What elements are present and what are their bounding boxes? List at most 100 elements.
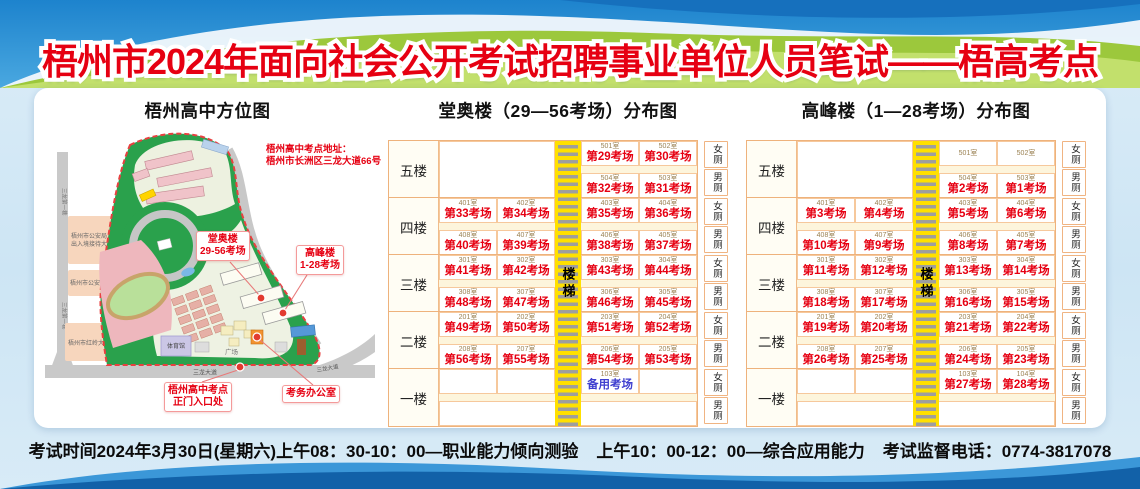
toilet-cell: 女厕: [704, 312, 728, 339]
room-number: 302室: [874, 257, 894, 264]
room-cell: 304室 第44考场: [639, 255, 697, 280]
gym-label: 体育馆: [167, 342, 185, 350]
room-number: 201室: [458, 314, 478, 321]
room-cell: 202室 第50考场: [497, 312, 555, 337]
gaofeng-title: 高峰楼（1—28考场）分布图: [801, 101, 1031, 121]
room-number: 502室: [658, 143, 678, 150]
banner-green-hill-light: [0, 47, 1140, 88]
room-number: 104室: [1016, 371, 1036, 378]
exam-room-label: 第22考场: [1002, 322, 1050, 334]
room-number: 203室: [600, 314, 620, 321]
exam-room-label: 第15考场: [1002, 297, 1050, 309]
room-number: 206室: [600, 346, 620, 353]
callout-leader-lines: [201, 261, 314, 386]
callout-gaofeng-line2: 1-28考场: [300, 260, 341, 271]
room-cell: 305室 第45考场: [639, 287, 697, 312]
toilet-cell: 女厕: [704, 255, 728, 282]
poster-title-outline: 梧州市2024年面向社会公开考试招聘事业单位人员笔试——梧高考点: [38, 37, 1103, 86]
map-title: 梧州高中方位图: [144, 101, 271, 121]
toilet-cell: 男厕: [704, 340, 728, 367]
toilet-block: 女厕 男厕: [704, 197, 728, 254]
floor-label: 一楼: [389, 369, 439, 426]
room-number: 301室: [816, 257, 836, 264]
room-number: 404室: [1016, 200, 1036, 207]
room-cell: 307室 第17考场: [855, 287, 913, 312]
room-number: 103室: [958, 371, 978, 378]
room-cell: 503室 第1考场: [997, 173, 1055, 198]
exam-room-label: 第29考场: [586, 151, 634, 163]
room-number: 305室: [658, 289, 678, 296]
banner: 梧州市2024年面向社会公开考试招聘事业单位人员笔试——梧高考点 梧州市2024…: [0, 0, 1140, 88]
poster-title-text: 梧州市2024年面向社会公开考试招聘事业单位人员笔试——梧高考点: [41, 41, 1099, 82]
tangao-section: 堂奥楼（29—56考场）分布图 五楼 501室 第29考场 502室 第30考场 504室…: [388, 98, 728, 428]
callout-tangao: 堂奥楼 29-56考场: [196, 231, 250, 261]
room-number: 402室: [516, 200, 536, 207]
footer-wave-dark: [0, 467, 1140, 489]
callout-tangao-line1: 堂奥楼: [207, 234, 238, 245]
north-blue-building: [201, 138, 229, 156]
room-cell: 305室 第15考场: [997, 287, 1055, 312]
exam-room-label: 第4考场: [863, 208, 905, 220]
room-cell: 103室 备用考场: [581, 369, 639, 394]
room-cell: 306室 第16考场: [939, 287, 997, 312]
exam-room-label: 第36考场: [644, 208, 692, 220]
room-number: 502室: [1016, 149, 1036, 157]
room-number: 405室: [658, 232, 678, 239]
exam-room-label: 第38考场: [586, 240, 634, 252]
left-lane-label-bottom: 三龙第一巷: [61, 302, 69, 330]
room-number: 201室: [816, 314, 836, 321]
exam-room-label: 第12考场: [860, 265, 908, 277]
room-cell: 502室 第30考场: [639, 141, 697, 166]
room-number: 501室: [958, 149, 978, 157]
room-cell: 204室 第22考场: [997, 312, 1055, 337]
exam-room-label: 第53考场: [644, 354, 692, 366]
room-number: 203室: [958, 314, 978, 321]
room-cell: 401室 第3考场: [797, 198, 855, 223]
room-cell: 407室 第9考场: [855, 230, 913, 255]
room-number: 405室: [1016, 232, 1036, 239]
exam-room-label: 第8考场: [947, 240, 989, 252]
exam-room-label: 第11考场: [802, 265, 850, 277]
exam-room-label: 第52考场: [644, 322, 692, 334]
footer-exam-time: 考试时间2024年3月30日(星期六)上午08：30-10：00—职业能力倾向测…: [28, 442, 579, 461]
toilet-block: 女厕 男厕: [1062, 368, 1086, 425]
venue-address: 梧州高中考点地址： 梧州市长洲区三龙大道66号: [266, 144, 381, 167]
left-lane-label-top: 三龙第一巷: [61, 188, 69, 216]
floor-label: 三楼: [389, 255, 439, 312]
toilet-cell: 男厕: [1062, 283, 1086, 310]
callout-gate: 梧州高中考点 正门入口处: [164, 382, 232, 412]
gym-building: [160, 335, 192, 357]
exam-room-label: 第27考场: [944, 379, 992, 391]
room-cell: 408室 第10考场: [797, 230, 855, 255]
ring-pavilion: [156, 238, 173, 251]
room-number: 504室: [958, 175, 978, 182]
sanlong-avenue-label-right: 三龙大道: [316, 362, 340, 374]
toilet-cell: 男厕: [704, 226, 728, 253]
pin-gaofeng-icon: [278, 308, 288, 318]
room-number: 207室: [874, 346, 894, 353]
floor-label: 二楼: [747, 312, 797, 369]
room-number: 308室: [458, 289, 478, 296]
room-cell: 206室 第54考场: [581, 344, 639, 369]
toilet-cell: 女厕: [704, 198, 728, 225]
exam-room-label: 第20考场: [860, 322, 908, 334]
brown-building: [297, 339, 306, 355]
floor-label: 五楼: [747, 141, 797, 198]
room-cell: 502室: [997, 141, 1055, 166]
exam-room-label: 第34考场: [502, 208, 550, 220]
room-number: 501室: [600, 143, 620, 150]
footer-supervision-phone: 考试监督电话：0774-3817078: [882, 442, 1112, 461]
room-number: 404室: [658, 200, 678, 207]
square-label: 广场: [225, 347, 239, 356]
tangao-floor-table: 五楼 501室 第29考场 502室 第30考场 504室 第32考场 503室 第31考场 四楼…: [388, 140, 698, 427]
stadium-oval: [106, 271, 170, 321]
room-cell: 303室 第13考场: [939, 255, 997, 280]
exam-room-label: 第48考场: [444, 297, 492, 309]
room-number: 408室: [816, 232, 836, 239]
police-label: 梧州市公安局: [70, 279, 106, 287]
toilet-cell: 男厕: [704, 397, 728, 424]
police-hall-label-2: 出入境接待大厅: [71, 240, 113, 248]
pin-tangao-icon: [256, 293, 266, 303]
room-number: 208室: [816, 346, 836, 353]
toilet-cell: 男厕: [1062, 340, 1086, 367]
